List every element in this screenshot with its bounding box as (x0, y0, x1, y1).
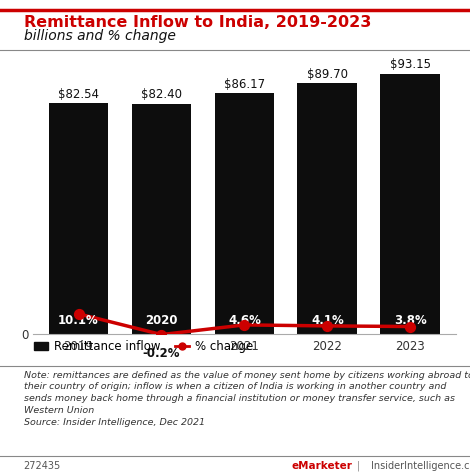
Point (241, 321, 248, 328)
Bar (214, 93, 274, 334)
Bar (298, 83, 357, 334)
Point (323, 322, 331, 330)
Point (407, 323, 414, 330)
Text: Remittance Inflow to India, 2019-2023: Remittance Inflow to India, 2019-2023 (24, 15, 371, 30)
Bar (380, 73, 440, 334)
Bar (49, 103, 109, 334)
Text: eMarketer: eMarketer (291, 461, 352, 471)
Text: |: | (357, 461, 360, 471)
Text: 272435: 272435 (24, 461, 61, 471)
Text: 3.8%: 3.8% (394, 314, 427, 327)
Text: $89.70: $89.70 (307, 68, 348, 81)
Text: $82.40: $82.40 (141, 89, 182, 101)
Bar (132, 104, 191, 334)
Legend: Remittance inflow, % change: Remittance inflow, % change (30, 336, 258, 358)
Text: 10.1%: 10.1% (58, 314, 99, 327)
Text: billions and % change: billions and % change (24, 29, 175, 44)
Text: 4.1%: 4.1% (311, 314, 344, 327)
Text: $86.17: $86.17 (224, 78, 265, 91)
Text: 2020: 2020 (145, 314, 178, 327)
Point (158, 331, 165, 338)
Text: $82.54: $82.54 (58, 88, 99, 101)
Text: 4.6%: 4.6% (228, 314, 261, 327)
Point (75, 310, 82, 318)
Text: -0.2%: -0.2% (143, 347, 180, 360)
Text: InsiderIntelligence.com: InsiderIntelligence.com (371, 461, 470, 471)
Text: $93.15: $93.15 (390, 58, 431, 72)
Text: Note: remittances are defined as the value of money sent home by citizens workin: Note: remittances are defined as the val… (24, 371, 470, 427)
